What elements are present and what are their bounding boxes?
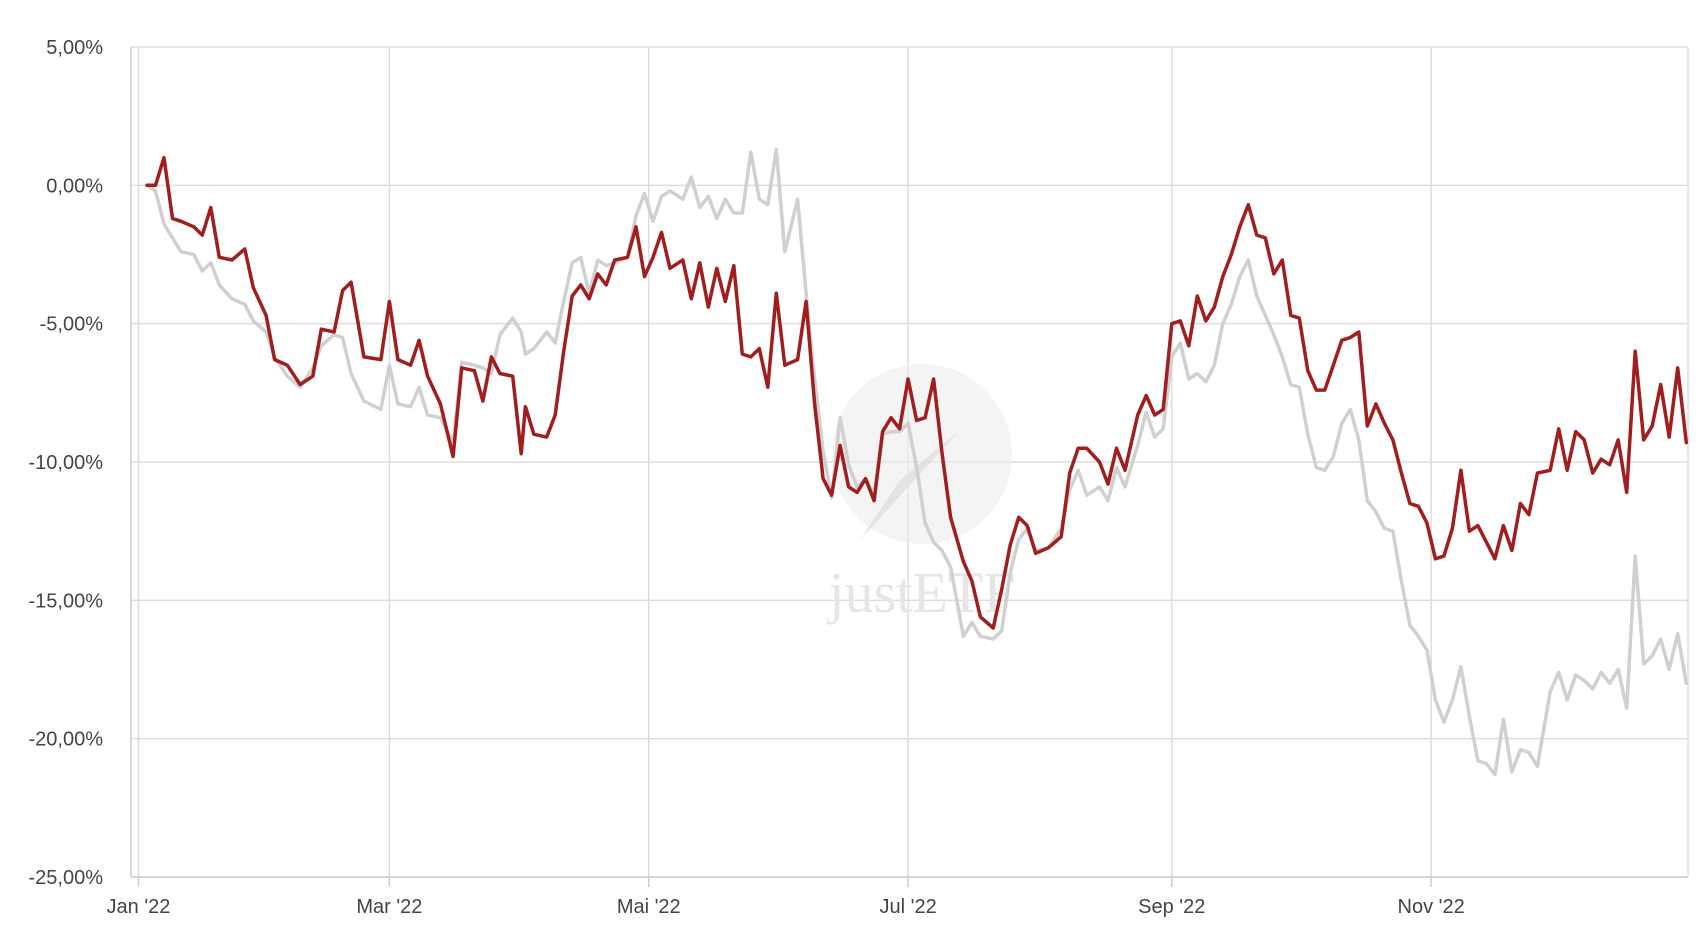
- watermark-text: justETF: [827, 560, 1016, 625]
- y-tick-labels: 5,00% 0,00% -5,00% -10,00% -15,00% -20,00% -25…: [29, 37, 104, 889]
- chart-axes: [130, 47, 1689, 887]
- grid-lines: [131, 46, 1688, 878]
- y-tick-label: 0,00%: [46, 175, 103, 197]
- series-line-benchmark: [145, 147, 1689, 777]
- watermark-arrow-icon: [860, 430, 960, 540]
- x-tick-label: Jul '22: [880, 896, 937, 918]
- y-tick-label: -5,00%: [40, 314, 104, 336]
- y-tick-label: 5,00%: [46, 37, 103, 59]
- series-line-primary: [145, 155, 1689, 630]
- x-tick-label: Nov '22: [1398, 896, 1465, 918]
- watermark: justETF: [827, 364, 1016, 625]
- x-tick-label: Mai '22: [617, 896, 681, 918]
- x-tick-label: Mar '22: [356, 896, 422, 918]
- y-tick-label: -25,00%: [29, 867, 104, 889]
- x-tick-label: Jan '22: [107, 896, 171, 918]
- y-tick-label: -10,00%: [29, 452, 104, 474]
- y-tick-label: -20,00%: [29, 729, 104, 751]
- series-layer: [145, 147, 1689, 777]
- watermark-logo-icon: [832, 364, 1012, 544]
- y-tick-label: -15,00%: [29, 590, 104, 612]
- x-tick-label: Sep '22: [1138, 896, 1205, 918]
- x-tick-labels: Jan '22 Mar '22 Mai '22 Jul '22 Sep '22 Nov '…: [107, 896, 1465, 918]
